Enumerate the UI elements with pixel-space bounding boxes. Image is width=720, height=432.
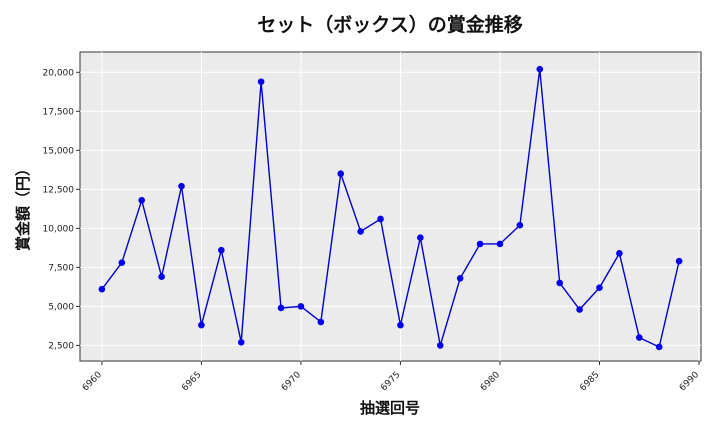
y-axis-label: 賞金額（円） bbox=[14, 161, 32, 251]
data-point bbox=[476, 240, 484, 248]
y-tick-label: 15,000 bbox=[43, 146, 75, 156]
data-point bbox=[357, 228, 364, 235]
x-ticks: 6960 6965 6970 6975 6980 6985 6990 bbox=[81, 361, 701, 393]
data-point bbox=[277, 304, 285, 312]
x-tick-label: 6980 bbox=[479, 370, 502, 393]
x-tick-label: 6965 bbox=[180, 370, 203, 393]
data-point bbox=[516, 221, 524, 229]
y-tick-label: 12,500 bbox=[43, 185, 75, 195]
x-tick-label: 6960 bbox=[81, 370, 104, 393]
y-tick-label: 5,000 bbox=[48, 302, 74, 312]
x-tick-label: 6970 bbox=[280, 370, 303, 393]
x-axis-label: 抽選回号 bbox=[360, 399, 420, 417]
data-point bbox=[98, 285, 106, 293]
data-point bbox=[297, 303, 305, 310]
data-point bbox=[198, 321, 205, 329]
x-tick-label: 6985 bbox=[578, 370, 601, 393]
data-point bbox=[118, 259, 126, 266]
series-line bbox=[101, 69, 680, 348]
data-point bbox=[158, 273, 165, 281]
data-point bbox=[655, 343, 663, 351]
data-point bbox=[436, 342, 444, 349]
data-point bbox=[377, 215, 384, 223]
data-point bbox=[616, 250, 623, 257]
series bbox=[98, 65, 683, 351]
data-point bbox=[138, 196, 146, 204]
data-point bbox=[337, 170, 345, 178]
data-point bbox=[397, 321, 404, 329]
data-point bbox=[556, 279, 563, 287]
data-point bbox=[456, 274, 464, 282]
data-point bbox=[576, 306, 583, 313]
y-tick-label: 17,500 bbox=[43, 107, 75, 117]
data-point bbox=[635, 334, 643, 341]
data-point bbox=[257, 78, 265, 85]
data-point bbox=[178, 182, 185, 190]
data-point bbox=[417, 234, 424, 242]
data-point bbox=[675, 257, 683, 265]
x-tick-label: 6990 bbox=[678, 370, 701, 393]
y-tick-label: 10,000 bbox=[43, 224, 75, 234]
plot-area bbox=[79, 51, 702, 362]
y-ticks: 2,500 5,000 7,500 10,000 12,500 15,000 17,500 2… bbox=[43, 68, 80, 351]
y-tick-label: 2,500 bbox=[48, 341, 74, 351]
data-point bbox=[218, 246, 225, 254]
data-point bbox=[596, 284, 603, 291]
data-point bbox=[496, 240, 504, 248]
data-point bbox=[317, 318, 325, 326]
data-point bbox=[237, 338, 245, 346]
y-tick-label: 20,000 bbox=[43, 68, 75, 78]
data-point bbox=[536, 65, 544, 73]
y-tick-label: 7,500 bbox=[48, 263, 74, 273]
grid bbox=[80, 52, 701, 361]
chart-title: セット（ボックス）の賞金推移 bbox=[257, 13, 522, 36]
x-tick-label: 6975 bbox=[379, 370, 402, 393]
